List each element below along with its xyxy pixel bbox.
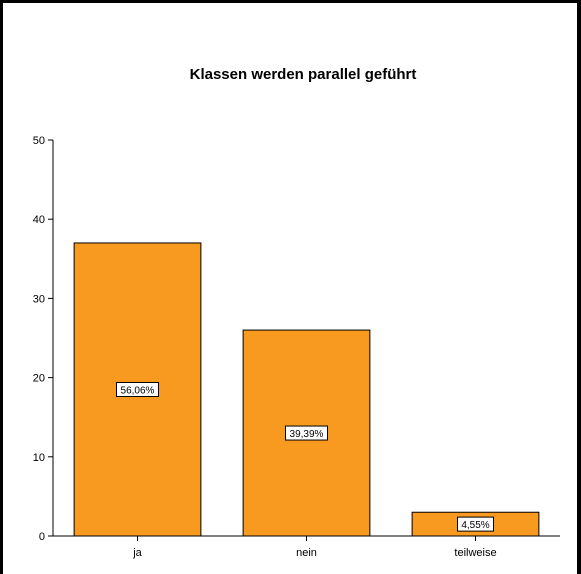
y-tick-label: 40 — [33, 214, 45, 226]
y-tick-label: 0 — [39, 531, 45, 543]
x-tick-label: nein — [296, 547, 317, 559]
y-tick-label: 10 — [33, 452, 45, 464]
y-tick-label: 30 — [33, 293, 45, 305]
bars-group: 56,06% 39,39% 4,55% — [73, 242, 540, 537]
data-label-box — [285, 425, 328, 441]
data-label: 4,55% — [461, 520, 489, 531]
data-label: 56,06% — [121, 385, 155, 396]
x-tick-label: ja — [132, 547, 142, 559]
data-label-box — [457, 516, 494, 532]
y-tick-label: 50 — [33, 135, 45, 147]
x-tick-label: teilweise — [454, 547, 496, 559]
data-label: 39,39% — [290, 429, 324, 440]
y-axis: 0 10 20 30 40 50 — [33, 135, 54, 543]
data-label-box — [116, 381, 159, 397]
y-tick-label: 20 — [33, 373, 45, 385]
chart-title: Klassen werden parallel geführt — [190, 66, 417, 83]
x-axis: ja nein teilweise — [53, 535, 560, 559]
